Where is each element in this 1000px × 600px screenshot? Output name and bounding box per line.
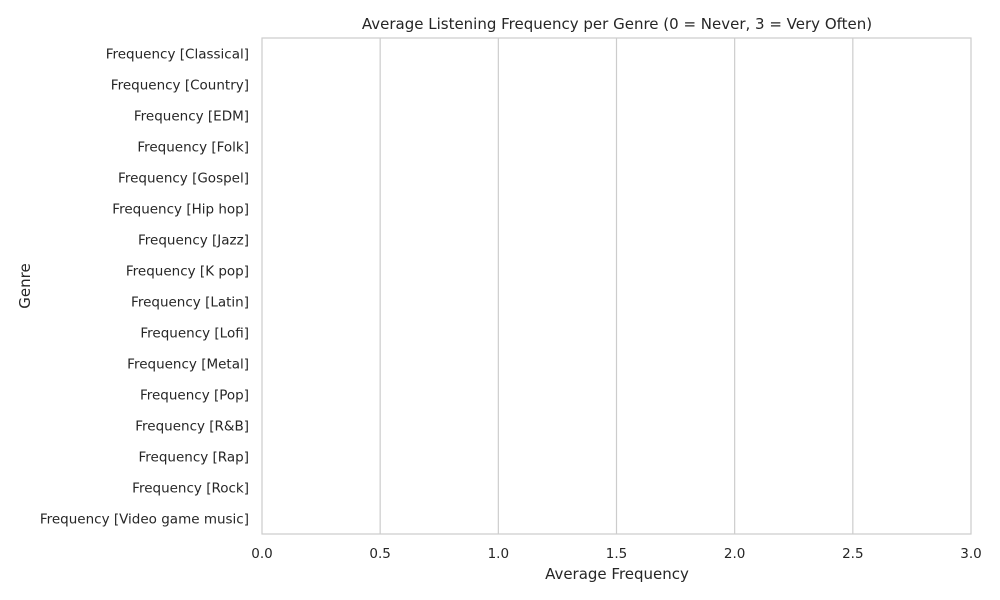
y-tick-label: Frequency [Rap] xyxy=(139,450,250,466)
x-tick-label: 2.5 xyxy=(842,546,863,562)
y-tick-label: Frequency [Metal] xyxy=(127,357,249,373)
x-tick-label: 0.0 xyxy=(251,546,272,562)
x-tick-labels: 0.0 0.5 1.0 1.5 2.0 2.5 3.0 xyxy=(251,546,981,562)
y-tick-label: Frequency [EDM] xyxy=(134,109,249,125)
y-tick-label: Frequency [Lofi] xyxy=(140,326,249,342)
gridlines xyxy=(379,38,854,534)
y-tick-label: Frequency [Pop] xyxy=(140,388,249,404)
x-axis-label: Average Frequency xyxy=(545,565,689,583)
y-tick-label: Frequency [Rock] xyxy=(132,481,249,497)
y-tick-label: Frequency [Folk] xyxy=(137,140,249,156)
x-tick-label: 1.0 xyxy=(488,546,509,562)
y-tick-label: Frequency [Video game music] xyxy=(40,512,249,528)
x-tick-label: 2.0 xyxy=(724,546,745,562)
y-tick-label: Frequency [Latin] xyxy=(131,295,249,311)
y-tick-label: Frequency [Country] xyxy=(111,78,249,94)
y-tick-label: Frequency [Gospel] xyxy=(118,171,249,187)
x-tick-label: 1.5 xyxy=(606,546,627,562)
y-axis-label: Genre xyxy=(16,263,34,308)
y-tick-label: Frequency [Jazz] xyxy=(138,233,249,249)
x-tick-label: 3.0 xyxy=(960,546,981,562)
y-tick-label: Frequency [Hip hop] xyxy=(112,202,249,218)
y-tick-label: Frequency [R&B] xyxy=(135,419,249,435)
chart-title: Average Listening Frequency per Genre (0… xyxy=(362,15,872,33)
y-tick-label: Frequency [K pop] xyxy=(126,264,249,280)
y-tick-label: Frequency [Classical] xyxy=(106,47,249,63)
y-tick-labels: Frequency [Classical] Frequency [Country]… xyxy=(40,47,249,528)
x-tick-label: 0.5 xyxy=(369,546,390,562)
